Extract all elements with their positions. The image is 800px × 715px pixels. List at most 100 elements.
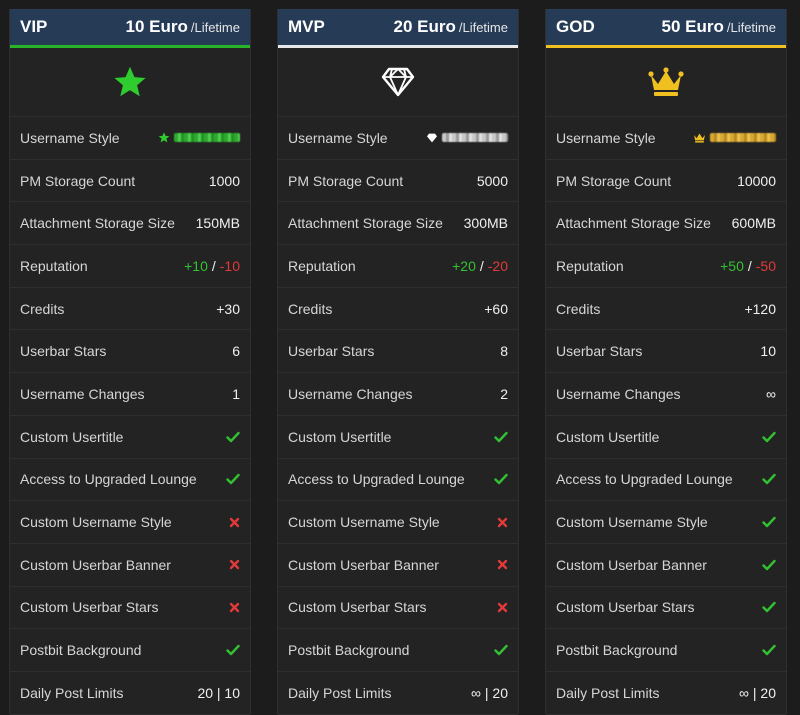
tier-price: 10 Euro: [125, 17, 188, 36]
check-icon: [226, 431, 240, 442]
row-value: +60: [484, 300, 508, 317]
row-custom-username-style: Custom Username Style: [10, 501, 250, 544]
tier-price-group: 10 Euro/Lifetime: [126, 17, 241, 37]
reputation-plus: +10: [184, 257, 208, 274]
reputation-separator: /: [747, 257, 752, 274]
reputation-separator: /: [211, 257, 216, 274]
row-custom-userbar-stars: Custom Userbar Stars: [278, 587, 518, 630]
row-label: Custom Userbar Banner: [288, 556, 439, 573]
row-userbar-stars: Userbar Stars 10: [546, 330, 786, 374]
row-reputation: Reputation +20/-20: [278, 245, 518, 288]
diamond-icon: [427, 133, 437, 143]
reputation-minus: -10: [219, 257, 240, 274]
row-label: Username Style: [20, 129, 120, 146]
row-value: 600MB: [731, 215, 776, 232]
row-label: Access to Upgraded Lounge: [20, 471, 197, 488]
row-label: Username Changes: [288, 385, 413, 402]
reputation-value: +10/-10: [184, 258, 240, 274]
cross-icon: [497, 517, 508, 527]
row-label: Attachment Storage Size: [556, 215, 711, 232]
tier-price-group: 50 Euro/Lifetime: [662, 17, 777, 37]
row-label: PM Storage Count: [556, 172, 672, 189]
row-username-style: Username Style: [278, 117, 518, 160]
tier-header: GOD 50 Euro/Lifetime: [546, 9, 786, 48]
row-custom-userbar-banner: Custom Userbar Banner: [10, 544, 250, 587]
row-value: 6: [232, 343, 240, 360]
row-attachment-storage: Attachment Storage Size 600MB: [546, 202, 786, 246]
tier-card-god: GOD 50 Euro/Lifetime Username Style PM S…: [545, 9, 787, 715]
tier-period: /Lifetime: [726, 20, 776, 35]
row-label: Custom Userbar Stars: [288, 599, 427, 616]
row-label: Custom Userbar Banner: [556, 556, 707, 573]
check-icon: [762, 431, 776, 442]
tier-card-mvp: MVP 20 Euro/Lifetime Username Style PM S…: [277, 9, 519, 715]
row-label: Custom Usertitle: [556, 428, 660, 445]
blurred-username: [710, 133, 776, 143]
row-label: Postbit Background: [288, 642, 410, 659]
check-icon: [494, 644, 508, 656]
tier-icon-area: [10, 48, 250, 117]
row-value: 8: [500, 343, 508, 360]
row-label: Custom Userbar Stars: [20, 599, 159, 616]
row-label: Reputation: [20, 257, 88, 274]
row-userbar-stars: Userbar Stars 8: [278, 330, 518, 374]
row-custom-usertitle: Custom Usertitle: [10, 416, 250, 459]
row-label: Custom Userbar Banner: [20, 556, 171, 573]
check-icon: [762, 474, 776, 485]
row-upgraded-lounge: Access to Upgraded Lounge: [278, 459, 518, 502]
tier-price-group: 20 Euro/Lifetime: [394, 17, 509, 37]
row-label: Access to Upgraded Lounge: [556, 471, 733, 488]
blurred-username: [174, 133, 240, 143]
row-username-changes: Username Changes 1: [10, 373, 250, 416]
row-label: Reputation: [288, 257, 356, 274]
row-value: ∞: [766, 385, 776, 402]
tier-icon-area: [546, 48, 786, 117]
tier-header: VIP 10 Euro/Lifetime: [10, 9, 250, 48]
reputation-separator: /: [479, 257, 484, 274]
row-credits: Credits +60: [278, 288, 518, 331]
row-value: 2: [500, 385, 508, 402]
row-label: Username Changes: [556, 385, 681, 402]
reputation-plus: +50: [720, 257, 744, 274]
row-label: Username Changes: [20, 385, 145, 402]
row-value: ∞ | 20: [471, 684, 508, 701]
row-label: Userbar Stars: [20, 343, 107, 360]
row-label: Postbit Background: [20, 642, 142, 659]
reputation-minus: -20: [487, 257, 508, 274]
check-icon: [762, 602, 776, 613]
blurred-username: [442, 133, 508, 143]
row-postbit-background: Postbit Background: [10, 629, 250, 672]
row-reputation: Reputation +10/-10: [10, 245, 250, 288]
row-value: 10000: [737, 172, 776, 189]
tier-period: /Lifetime: [190, 20, 240, 35]
reputation-plus: +20: [452, 257, 476, 274]
row-credits: Credits +30: [10, 288, 250, 331]
row-label: Credits: [288, 300, 333, 317]
row-custom-userbar-banner: Custom Userbar Banner: [278, 544, 518, 587]
cross-icon: [229, 517, 240, 527]
star-icon: [158, 132, 170, 143]
row-label: Attachment Storage Size: [20, 215, 175, 232]
row-label: Credits: [556, 300, 601, 317]
row-label: Custom Username Style: [288, 514, 440, 531]
row-pm-storage: PM Storage Count 1000: [10, 160, 250, 203]
row-label: Credits: [20, 300, 65, 317]
username-style-preview: [693, 132, 776, 143]
row-daily-post-limits: Daily Post Limits ∞ | 20: [546, 672, 786, 715]
crown-icon: [648, 67, 684, 96]
row-label: PM Storage Count: [20, 172, 136, 189]
row-label: Daily Post Limits: [556, 684, 660, 701]
row-label: Userbar Stars: [556, 343, 643, 360]
star-icon: [114, 66, 146, 97]
row-custom-username-style: Custom Username Style: [278, 501, 518, 544]
tier-price: 50 Euro: [661, 17, 724, 36]
row-custom-userbar-banner: Custom Userbar Banner: [546, 544, 786, 587]
row-attachment-storage: Attachment Storage Size 300MB: [278, 202, 518, 246]
row-userbar-stars: Userbar Stars 6: [10, 330, 250, 374]
row-label: Attachment Storage Size: [288, 215, 443, 232]
row-upgraded-lounge: Access to Upgraded Lounge: [546, 459, 786, 502]
row-daily-post-limits: Daily Post Limits ∞ | 20: [278, 672, 518, 715]
check-icon: [226, 644, 240, 656]
row-username-changes: Username Changes ∞: [546, 373, 786, 416]
check-icon: [494, 431, 508, 442]
